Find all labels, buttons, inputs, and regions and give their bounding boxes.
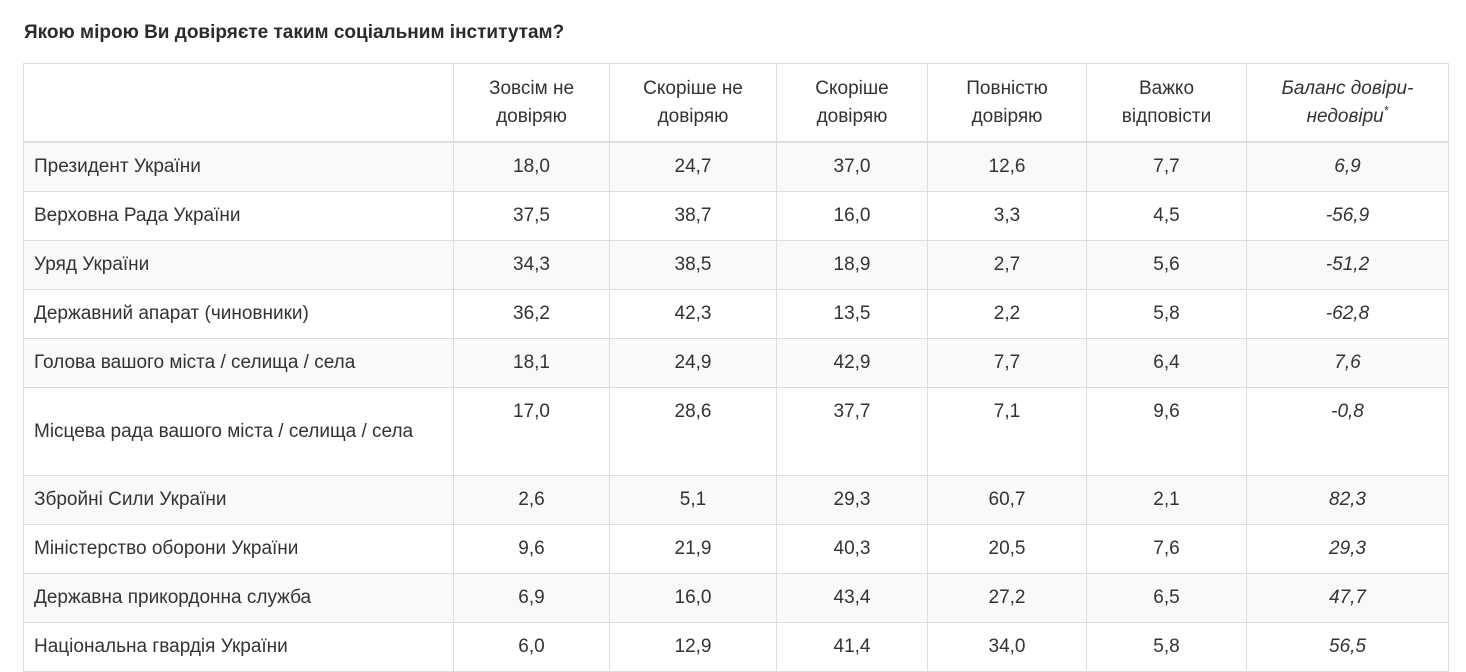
value-cell: 7,1 xyxy=(927,387,1087,476)
value-cell: 18,1 xyxy=(453,338,610,388)
institution-cell: Міністерство оборони України xyxy=(23,524,454,574)
value-cell: 7,6 xyxy=(1086,524,1247,574)
value-cell: 4,5 xyxy=(1086,191,1247,241)
table-row: Голова вашого міста / селища / села 18,1… xyxy=(23,338,1449,388)
institution-cell: Державний апарат (чиновники) xyxy=(23,289,454,339)
value-cell: 37,7 xyxy=(776,387,928,476)
value-cell: 28,6 xyxy=(609,387,777,476)
value-cell: 16,0 xyxy=(609,573,777,623)
value-cell: 37,5 xyxy=(453,191,610,241)
institution-cell: Президент України xyxy=(23,141,454,192)
institution-cell: Уряд України xyxy=(23,240,454,290)
institution-cell: Місцева рада вашого міста / селища / сел… xyxy=(23,387,454,476)
value-cell: 7,7 xyxy=(1086,141,1247,192)
value-cell: 5,6 xyxy=(1086,240,1247,290)
value-cell: 2,7 xyxy=(927,240,1087,290)
table-row: Державна прикордонна служба 6,9 16,0 43,… xyxy=(23,573,1449,623)
value-cell: 18,9 xyxy=(776,240,928,290)
value-cell: 43,4 xyxy=(776,573,928,623)
value-cell: 24,7 xyxy=(609,141,777,192)
table-row: Президент України 18,0 24,7 37,0 12,6 7,… xyxy=(23,141,1449,192)
value-cell: 6,9 xyxy=(453,573,610,623)
institution-cell: Збройні Сили України xyxy=(23,475,454,525)
table-row: Міністерство оборони України 9,6 21,9 40… xyxy=(23,524,1449,574)
header-balance: Баланс довіри-недовіри* xyxy=(1246,63,1449,143)
value-cell: 6,0 xyxy=(453,622,610,672)
value-cell: 38,5 xyxy=(609,240,777,290)
value-cell: 21,9 xyxy=(609,524,777,574)
value-cell: 42,9 xyxy=(776,338,928,388)
value-cell: 12,6 xyxy=(927,141,1087,192)
value-cell: 37,0 xyxy=(776,141,928,192)
value-cell: 9,6 xyxy=(1086,387,1247,476)
institution-cell: Верховна Рада України xyxy=(23,191,454,241)
institution-cell: Національна гвардія України xyxy=(23,622,454,672)
value-cell: 41,4 xyxy=(776,622,928,672)
value-cell: 34,0 xyxy=(927,622,1087,672)
value-cell: 42,3 xyxy=(609,289,777,339)
balance-cell: 7,6 xyxy=(1246,338,1449,388)
value-cell: 6,5 xyxy=(1086,573,1247,623)
value-cell: 29,3 xyxy=(776,475,928,525)
table-row: Національна гвардія України 6,0 12,9 41,… xyxy=(23,622,1449,672)
trust-table: Зовсім не довіряю Скоріше не довіряю Ско… xyxy=(23,63,1449,672)
value-cell: 18,0 xyxy=(453,141,610,192)
value-cell: 3,3 xyxy=(927,191,1087,241)
institution-cell: Голова вашого міста / селища / села xyxy=(23,338,454,388)
table-row: Місцева рада вашого міста / селища / сел… xyxy=(23,387,1449,476)
header-no-trust-at-all: Зовсім не довіряю xyxy=(453,63,610,143)
table-row: Уряд України 34,3 38,5 18,9 2,7 5,6 -51,… xyxy=(23,240,1449,290)
balance-cell: -62,8 xyxy=(1246,289,1449,339)
value-cell: 24,9 xyxy=(609,338,777,388)
balance-cell: 82,3 xyxy=(1246,475,1449,525)
table-body: Президент України 18,0 24,7 37,0 12,6 7,… xyxy=(23,141,1449,672)
value-cell: 40,3 xyxy=(776,524,928,574)
value-cell: 2,6 xyxy=(453,475,610,525)
table-row: Державний апарат (чиновники) 36,2 42,3 1… xyxy=(23,289,1449,339)
value-cell: 27,2 xyxy=(927,573,1087,623)
institution-cell: Державна прикордонна служба xyxy=(23,573,454,623)
header-balance-label: Баланс довіри-недовіри xyxy=(1281,77,1414,127)
balance-cell: 56,5 xyxy=(1246,622,1449,672)
value-cell: 60,7 xyxy=(927,475,1087,525)
balance-cell: -51,2 xyxy=(1246,240,1449,290)
table-row: Верховна Рада України 37,5 38,7 16,0 3,3… xyxy=(23,191,1449,241)
value-cell: 7,7 xyxy=(927,338,1087,388)
balance-cell: 6,9 xyxy=(1246,141,1449,192)
value-cell: 9,6 xyxy=(453,524,610,574)
value-cell: 2,2 xyxy=(927,289,1087,339)
header-institution xyxy=(23,63,454,143)
header-rather-no-trust: Скоріше не довіряю xyxy=(609,63,777,143)
value-cell: 38,7 xyxy=(609,191,777,241)
value-cell: 20,5 xyxy=(927,524,1087,574)
value-cell: 16,0 xyxy=(776,191,928,241)
balance-cell: 29,3 xyxy=(1246,524,1449,574)
header-fully-trust: Повністю довіряю xyxy=(927,63,1087,143)
value-cell: 2,1 xyxy=(1086,475,1247,525)
value-cell: 6,4 xyxy=(1086,338,1247,388)
header-hard-to-say: Важко відповісти xyxy=(1086,63,1247,143)
table-header: Зовсім не довіряю Скоріше не довіряю Ско… xyxy=(23,63,1449,143)
header-rather-trust: Скоріше довіряю xyxy=(776,63,928,143)
value-cell: 17,0 xyxy=(453,387,610,476)
table-row: Збройні Сили України 2,6 5,1 29,3 60,7 2… xyxy=(23,475,1449,525)
header-row: Зовсім не довіряю Скоріше не довіряю Ско… xyxy=(23,63,1449,143)
value-cell: 34,3 xyxy=(453,240,610,290)
value-cell: 5,8 xyxy=(1086,622,1247,672)
footnote-mark: * xyxy=(1383,103,1389,118)
balance-cell: -56,9 xyxy=(1246,191,1449,241)
value-cell: 5,8 xyxy=(1086,289,1247,339)
value-cell: 13,5 xyxy=(776,289,928,339)
value-cell: 12,9 xyxy=(609,622,777,672)
value-cell: 5,1 xyxy=(609,475,777,525)
value-cell: 36,2 xyxy=(453,289,610,339)
balance-cell: 47,7 xyxy=(1246,573,1449,623)
page-title: Якою мірою Ви довіряєте таким соціальним… xyxy=(24,22,565,43)
balance-cell: -0,8 xyxy=(1246,387,1449,476)
